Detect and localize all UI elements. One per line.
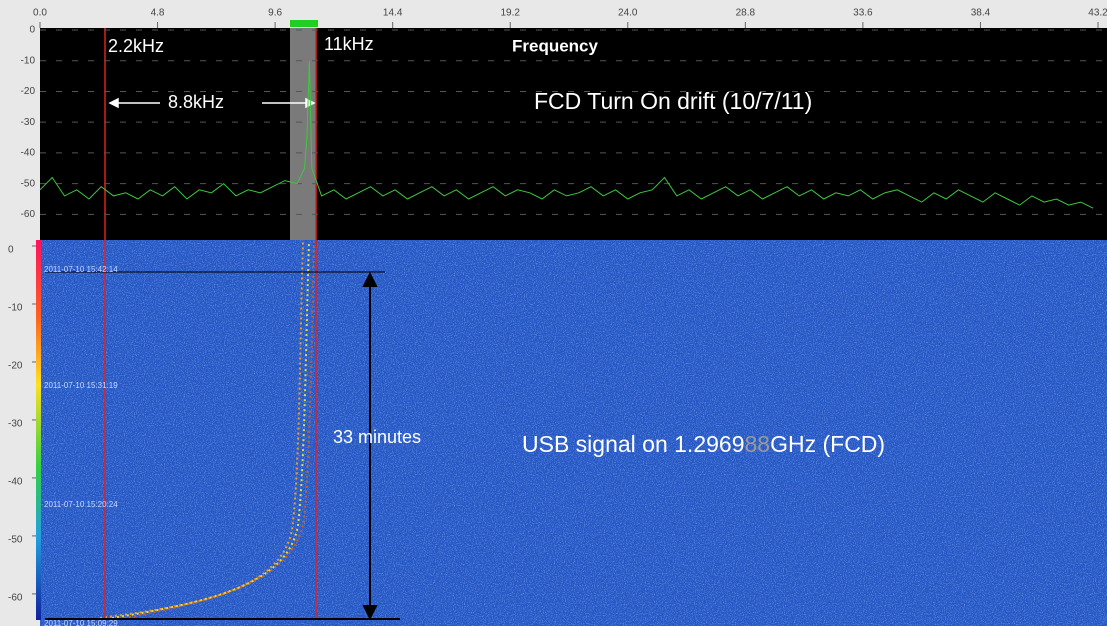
spectrum-line <box>39 60 1094 209</box>
x-tick-label: 14.4 <box>383 8 403 19</box>
marker-label: 11kHz <box>324 34 374 54</box>
x-tick-label: 38.4 <box>971 8 991 19</box>
drift-trace <box>99 241 315 619</box>
x-tick-label: 24.0 <box>618 8 638 19</box>
colorbar-tick-label: -20 <box>8 361 23 372</box>
x-tick-label: 43.2 <box>1088 8 1107 19</box>
time-label: 2011-07-10 15:42:14 <box>44 265 118 274</box>
x-tick-label: 28.8 <box>736 8 756 19</box>
marker-label: 2.2kHz <box>108 36 164 56</box>
selection-band <box>290 28 316 240</box>
colorbar-tick-label: -60 <box>8 593 23 604</box>
x-tick-label: 0.0 <box>33 8 47 19</box>
time-label: 2011-07-10 15:31:19 <box>44 381 118 390</box>
selection-marker <box>290 20 318 27</box>
signal-label-part: 88 <box>745 431 771 457</box>
colorbar-tick-label: -50 <box>8 535 23 546</box>
signal-label-part: GHz (FCD) <box>770 431 885 457</box>
y-tick-label: -40 <box>21 148 36 159</box>
y-tick-label: -50 <box>21 178 36 189</box>
spectrum-panel <box>40 28 1107 240</box>
colorbar-tick-label: -10 <box>8 303 23 314</box>
colorbar-tick-label: 0 <box>8 245 14 256</box>
time-label: 2011-07-10 15:20:24 <box>44 500 118 509</box>
y-tick-label: 0 <box>29 25 35 36</box>
signal-label: USB signal on 1.296988GHz (FCD) <box>522 431 885 457</box>
y-tick-label: -30 <box>21 117 36 128</box>
signal-label-part: USB signal on 1.2969 <box>522 431 745 457</box>
y-tick-label: -60 <box>21 209 36 220</box>
axis-title: Frequency <box>512 36 599 55</box>
x-tick-label: 33.6 <box>853 8 873 19</box>
y-tick-label: -20 <box>21 86 36 97</box>
span-label: 8.8kHz <box>168 92 224 112</box>
x-tick-label: 19.2 <box>500 8 520 19</box>
colorbar-tick-label: -30 <box>8 419 23 430</box>
x-tick-label: 9.6 <box>268 8 282 19</box>
chart-title: FCD Turn On drift (10/7/11) <box>534 88 812 114</box>
colorbar-tick-label: -40 <box>8 477 23 488</box>
x-tick-label: 4.8 <box>151 8 165 19</box>
duration-label: 33 minutes <box>333 427 421 447</box>
y-tick-label: -10 <box>21 55 36 66</box>
duration-arrow <box>362 271 378 621</box>
waterfall-noise <box>40 240 1107 626</box>
color-bar <box>36 240 41 620</box>
time-label: 2011-07-10 15:09:29 <box>44 619 118 626</box>
